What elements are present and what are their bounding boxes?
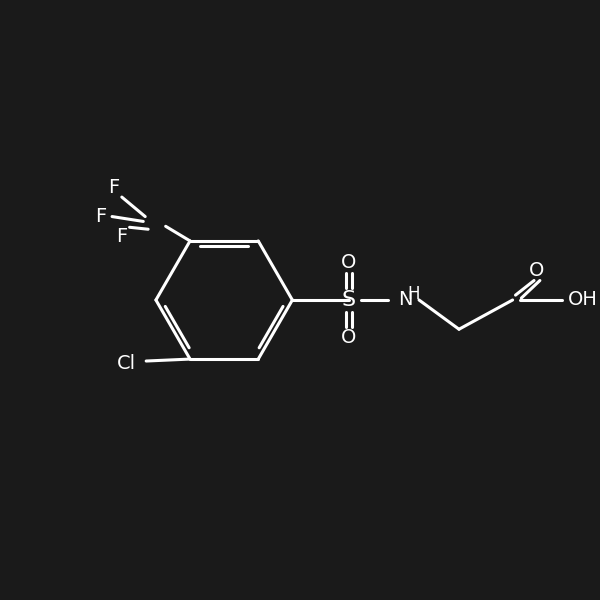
Text: N: N [398,290,413,310]
Text: O: O [529,261,545,280]
Text: OH: OH [568,290,598,310]
Text: H: H [407,285,420,303]
Text: O: O [341,328,356,347]
Text: O: O [341,253,356,272]
Text: F: F [95,207,106,226]
Text: Cl: Cl [118,355,136,373]
Text: F: F [109,178,119,197]
Text: S: S [342,290,356,310]
Text: F: F [116,227,127,245]
